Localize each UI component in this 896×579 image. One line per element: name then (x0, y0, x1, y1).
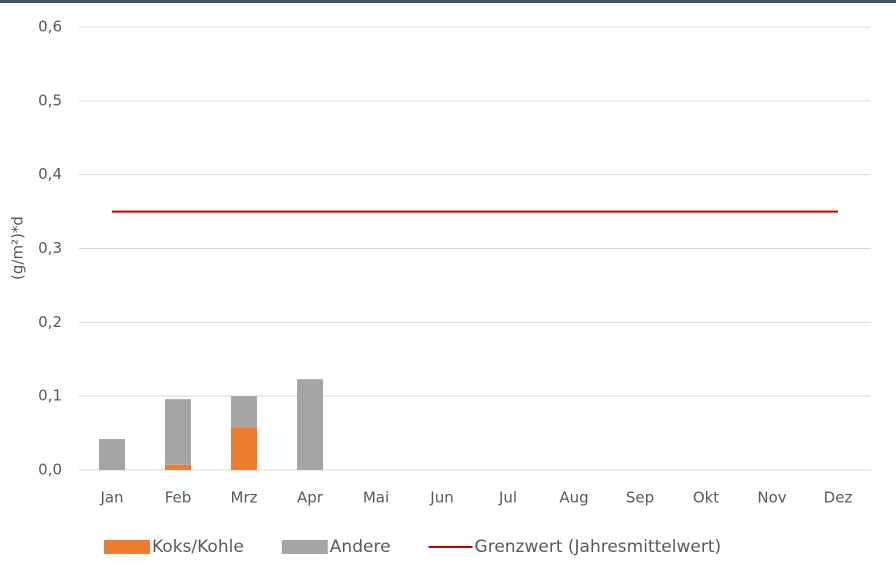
x-tick-label: Mai (363, 489, 389, 507)
y-axis-label: (g/m²)*d (9, 216, 27, 280)
y-tick-label: 0,5 (38, 91, 62, 109)
x-tick-label: Jul (498, 489, 517, 507)
y-tick-label: 0,2 (38, 313, 62, 331)
y-tick-label: 0,1 (38, 387, 62, 405)
y-tick-label: 0,0 (38, 461, 62, 479)
x-tick-label: Apr (297, 489, 324, 507)
bar (99, 438, 125, 470)
bar (165, 399, 191, 465)
bar (165, 464, 191, 470)
x-tick-label: Jun (429, 489, 453, 507)
legend-label: Andere (330, 537, 391, 557)
x-tick-label: Feb (165, 489, 192, 507)
x-tick-label: Jan (99, 489, 123, 507)
top-border (0, 0, 896, 3)
legend-swatch (281, 540, 328, 554)
x-tick-label: Nov (757, 489, 786, 507)
bar (297, 379, 323, 470)
bar (231, 427, 257, 470)
legend-swatch (104, 540, 150, 554)
x-tick-label: Aug (559, 489, 588, 507)
y-tick-label: 0,3 (38, 239, 62, 257)
x-tick-label: Sep (626, 489, 654, 507)
y-tick-label: 0,4 (38, 165, 62, 183)
legend-label: Koks/Kohle (152, 537, 244, 557)
x-tick-label: Mrz (231, 489, 258, 507)
legend-label: Grenzwert (Jahresmittelwert) (475, 537, 722, 557)
bar (231, 396, 257, 428)
x-tick-label: Dez (824, 489, 853, 507)
y-tick-label: 0,6 (38, 18, 62, 36)
x-tick-label: Okt (693, 489, 719, 507)
